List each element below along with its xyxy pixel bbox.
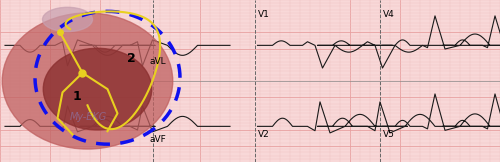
Text: 2: 2 xyxy=(128,52,136,65)
Text: aVL: aVL xyxy=(150,57,166,66)
Text: V2: V2 xyxy=(258,130,269,139)
Ellipse shape xyxy=(42,7,92,32)
Text: My-EKG: My-EKG xyxy=(70,112,107,122)
Text: V4: V4 xyxy=(382,10,394,19)
Ellipse shape xyxy=(43,48,152,130)
Text: aVF: aVF xyxy=(150,135,167,144)
Text: V1: V1 xyxy=(258,10,270,19)
Ellipse shape xyxy=(2,13,173,149)
Text: 1: 1 xyxy=(72,90,81,104)
Text: V5: V5 xyxy=(382,130,394,139)
